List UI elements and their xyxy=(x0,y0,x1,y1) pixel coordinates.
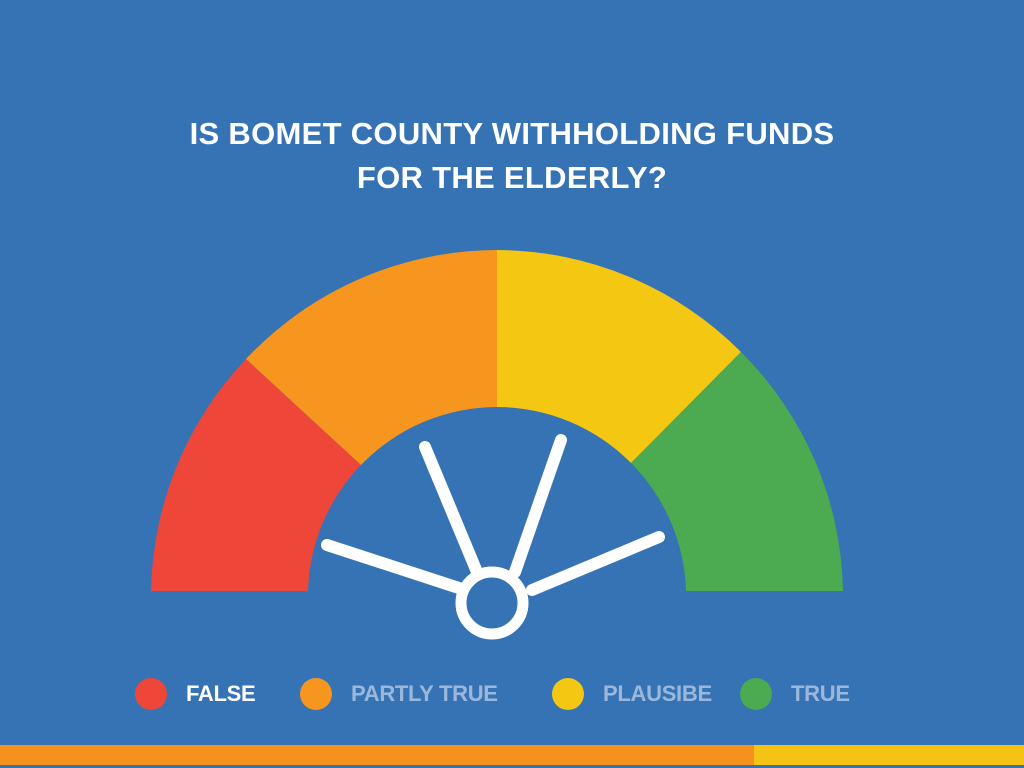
gauge-segment-true xyxy=(631,352,843,591)
legend-item-plausible: PLAUSIBE xyxy=(552,677,712,711)
needle-center-right xyxy=(509,434,567,578)
legend-dot-partly-true xyxy=(300,678,332,710)
legend-label-false: FALSE xyxy=(186,681,256,706)
needle-left xyxy=(321,539,471,596)
legend-dot-plausible xyxy=(552,678,584,710)
gauge-needles-icon xyxy=(321,434,665,640)
page-title: IS BOMET COUNTY WITHHOLDING FUNDS FOR TH… xyxy=(0,112,1024,200)
legend-label-partly-true: PARTLY TRUE xyxy=(351,681,498,706)
legend-item-true: TRUE xyxy=(740,677,850,711)
legend-label-plausible: PLAUSIBE xyxy=(603,681,712,706)
bottom-bar-yellow xyxy=(754,745,1024,765)
gauge-segment-false xyxy=(151,359,361,591)
legend-dot-true xyxy=(740,678,772,710)
legend-item-partly-true: PARTLY TRUE xyxy=(300,677,498,711)
needle-right xyxy=(526,531,665,596)
bottom-bar-orange xyxy=(0,745,754,765)
legend-label-true: TRUE xyxy=(791,681,850,706)
gauge-segment-partly-true xyxy=(246,250,497,465)
title-line-1: IS BOMET COUNTY WITHHOLDING FUNDS xyxy=(189,116,835,151)
gauge-segment-plausible xyxy=(497,250,741,463)
needle-center-left xyxy=(419,441,483,578)
legend-dot-false xyxy=(135,678,167,710)
needle-hub xyxy=(455,566,529,640)
legend-item-false: FALSE xyxy=(135,677,256,711)
title-line-2: FOR THE ELDERLY? xyxy=(356,160,668,195)
